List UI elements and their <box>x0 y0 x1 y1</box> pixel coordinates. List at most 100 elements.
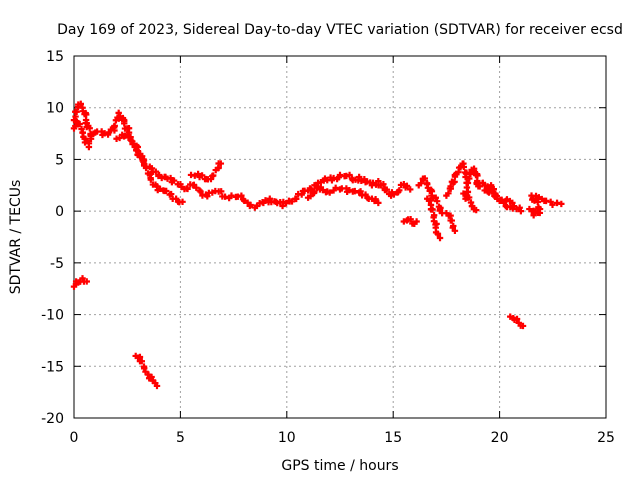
x-tick-label: 10 <box>278 430 296 446</box>
data-point <box>474 172 481 179</box>
data-point <box>549 201 556 208</box>
data-point <box>247 201 254 209</box>
data-point <box>355 173 363 181</box>
x-tick-labels: 0 5 10 15 20 25 <box>70 430 615 446</box>
data-point <box>141 365 148 372</box>
data-point <box>466 170 474 178</box>
data-point <box>266 195 273 202</box>
data-point <box>311 188 318 195</box>
data-point <box>148 373 155 381</box>
data-point <box>167 190 175 198</box>
chart-title: Day 169 of 2023, Sidereal Day-to-day VTE… <box>57 22 623 38</box>
data-point <box>193 184 200 191</box>
data-point <box>184 185 191 193</box>
data-point <box>153 382 161 390</box>
series-branch-left <box>70 116 93 151</box>
series-segment-18-19 <box>462 165 525 215</box>
y-tick-label: -20 <box>41 411 64 427</box>
x-tick-label: 25 <box>597 430 615 446</box>
data-point <box>197 188 204 195</box>
data-point <box>390 191 398 198</box>
data-point <box>326 189 333 196</box>
x-tick-label: 20 <box>491 430 509 446</box>
data-point <box>124 131 131 139</box>
data-point <box>111 122 118 129</box>
series-segment-18-19c <box>460 190 480 214</box>
data-point <box>436 234 444 242</box>
data-point <box>460 163 468 171</box>
data-point <box>380 181 387 188</box>
data-point <box>138 358 146 365</box>
data-point <box>509 199 516 207</box>
data-point <box>519 322 527 330</box>
data-point <box>488 188 495 195</box>
y-tick-label: -5 <box>50 256 64 272</box>
series-outlier-3-4 <box>132 352 161 390</box>
series-segment-16-17b <box>424 195 444 242</box>
y-tick-label: 10 <box>46 101 64 117</box>
data-point <box>372 196 379 203</box>
series-segment-18b <box>443 210 459 234</box>
data-point <box>147 176 155 183</box>
data-point <box>407 186 414 193</box>
x-tick-label: 5 <box>176 430 185 446</box>
data-point <box>210 172 217 179</box>
data-point <box>73 108 80 115</box>
data-point <box>451 227 459 234</box>
data-point <box>396 187 403 194</box>
data-point <box>156 185 164 193</box>
data-point <box>191 172 198 179</box>
data-point <box>298 191 305 198</box>
data-point <box>459 160 466 167</box>
data-point <box>558 200 565 208</box>
y-tick-labels: 15 10 5 0 -5 -10 -15 -20 <box>41 49 64 427</box>
data-point <box>217 188 225 195</box>
data-point <box>152 168 160 175</box>
data-point <box>217 160 225 167</box>
series-branch-upper <box>187 160 225 183</box>
data-point <box>465 194 473 201</box>
data-point <box>167 174 174 182</box>
data-point <box>332 184 339 191</box>
y-tick-label: 15 <box>46 49 64 65</box>
series-segment-15-dip <box>400 215 420 227</box>
data-point <box>221 193 229 200</box>
data-point <box>407 215 414 223</box>
data-point <box>138 153 146 160</box>
data-point <box>448 217 455 224</box>
data-point <box>86 125 93 132</box>
data-point <box>362 191 369 198</box>
data-point <box>77 100 84 108</box>
plot-frame <box>73 55 607 419</box>
data-point <box>517 207 525 215</box>
series-segment-21-23 <box>526 192 565 219</box>
data-point <box>307 192 314 200</box>
series-outlier-near-zero <box>70 275 90 290</box>
data-point <box>238 192 245 199</box>
data-point <box>413 218 420 225</box>
data-point <box>351 187 359 195</box>
data-point <box>468 202 476 210</box>
data-point <box>140 161 148 168</box>
data-point <box>445 190 452 197</box>
data-point <box>346 187 353 194</box>
data-point <box>421 175 429 182</box>
x-tick-label: 15 <box>384 430 402 446</box>
data-point <box>293 195 300 203</box>
data-point <box>429 206 436 213</box>
data-point <box>128 137 135 145</box>
data-point <box>383 186 390 193</box>
data-series <box>70 100 565 390</box>
data-point <box>83 278 90 285</box>
data-point <box>464 179 472 187</box>
grid <box>74 56 606 418</box>
series-outlier-20-21 <box>507 313 527 330</box>
series-main-trace-low <box>113 131 186 206</box>
data-point <box>204 193 211 200</box>
data-point <box>462 173 469 181</box>
data-point <box>432 194 439 202</box>
data-point <box>417 180 425 187</box>
data-point <box>76 120 83 128</box>
y-axis-label: SDTVAR / TECUs <box>8 180 24 295</box>
data-point <box>472 206 480 214</box>
